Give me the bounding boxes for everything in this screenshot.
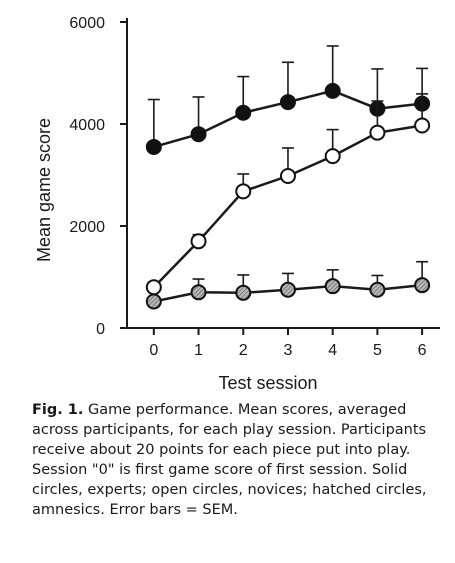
series-group (145, 45, 431, 310)
y-tick-label: 2000 (69, 219, 105, 236)
caption-label: Fig. 1. (32, 402, 84, 418)
data-point-novices (324, 148, 341, 165)
data-point-amnesics (369, 281, 386, 298)
axes: 0 2000 4000 6000 0 1 2 3 4 5 6 (69, 15, 440, 359)
data-point-amnesics (414, 277, 431, 294)
y-axis-label: Mean game score (34, 118, 54, 262)
x-tick-label: 4 (328, 342, 337, 359)
data-point-novices (235, 183, 252, 200)
x-tick-label: 1 (194, 342, 203, 359)
data-point-amnesics (145, 293, 162, 310)
series-novices (145, 93, 431, 296)
data-point-novices (279, 168, 296, 185)
data-point-novices (190, 233, 207, 250)
data-point-novices (145, 279, 162, 296)
data-point-experts (145, 138, 162, 155)
x-axis-label: Test session (218, 373, 317, 393)
data-point-experts (190, 126, 207, 143)
data-point-novices (414, 117, 431, 134)
y-tick-label: 0 (96, 321, 105, 338)
x-tick-label: 2 (239, 342, 248, 359)
data-point-amnesics (235, 284, 252, 301)
x-tick-label: 3 (284, 342, 293, 359)
x-tick-label: 6 (418, 342, 427, 359)
caption-text: Game performance. Mean scores, averaged … (32, 402, 427, 518)
data-point-experts (324, 82, 341, 99)
data-point-amnesics (279, 281, 296, 298)
chart: 0 2000 4000 6000 0 1 2 3 4 5 6 Test session Mean g… (34, 15, 440, 393)
x-tick-label: 5 (373, 342, 382, 359)
figure-caption: Fig. 1. Game performance. Mean scores, a… (32, 400, 444, 520)
series-experts (145, 45, 431, 155)
data-point-amnesics (324, 278, 341, 295)
data-point-novices (369, 124, 386, 141)
data-point-experts (279, 94, 296, 111)
series-amnesics (145, 260, 431, 310)
data-point-experts (235, 104, 252, 121)
x-tick-label: 0 (149, 342, 158, 359)
y-tick-label: 6000 (69, 15, 105, 32)
data-point-amnesics (190, 284, 207, 301)
y-tick-label: 4000 (69, 117, 105, 134)
